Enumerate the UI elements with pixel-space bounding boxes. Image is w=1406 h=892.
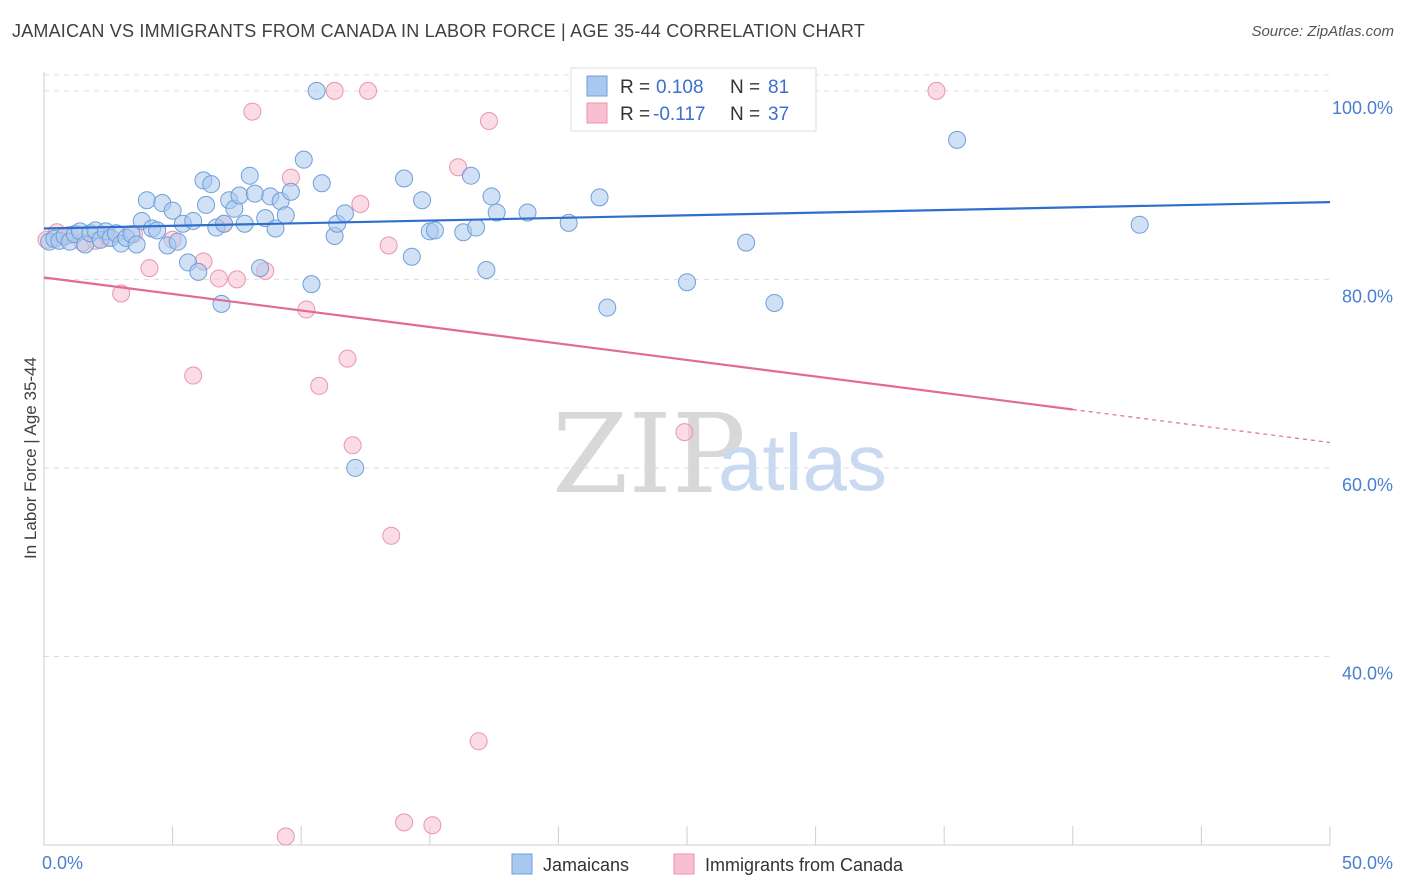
jamaican-point xyxy=(461,166,480,185)
legend-r-value-blue: 0.108 xyxy=(656,77,704,98)
canada-point xyxy=(449,158,468,177)
jamaican-point xyxy=(202,175,221,194)
canada-point xyxy=(338,349,357,368)
legend-r-label-blue: R = xyxy=(620,77,650,98)
jamaican-point xyxy=(335,204,354,223)
jamaican-point xyxy=(127,235,146,254)
bottom-legend-label-jamaicans: Jamaicans xyxy=(543,855,629,875)
canada-point xyxy=(479,112,498,131)
chart-title: JAMAICAN VS IMMIGRANTS FROM CANADA IN LA… xyxy=(12,21,865,41)
jamaican-point xyxy=(346,458,365,477)
grid-lines xyxy=(44,74,1330,657)
legend-swatch-pink xyxy=(586,102,608,124)
jamaican-point xyxy=(137,191,156,210)
jamaicans-trend-line xyxy=(43,200,1331,230)
jamaican-point xyxy=(148,221,167,240)
canada-point xyxy=(112,284,131,303)
jamaican-point xyxy=(251,259,270,278)
legend-swatch-blue xyxy=(586,75,608,97)
jamaican-point xyxy=(197,195,216,214)
jamaican-point xyxy=(281,182,300,201)
y-tick-label: 40.0% xyxy=(1342,663,1393,683)
legend-r-value-pink: -0.117 xyxy=(653,104,705,125)
watermark: ZIP atlas xyxy=(552,390,887,518)
jamaican-point xyxy=(402,247,421,266)
y-tick-label: 80.0% xyxy=(1342,286,1393,306)
jamaican-point xyxy=(189,262,208,281)
canada-point xyxy=(379,236,398,255)
jamaican-point xyxy=(467,218,486,237)
jamaican-point xyxy=(678,273,696,292)
jamaican-point xyxy=(590,188,609,207)
canada-point xyxy=(382,526,401,545)
canada-point xyxy=(310,376,329,395)
x-axis-ticks xyxy=(43,826,1331,845)
legend-r-label-pink: R = xyxy=(620,104,650,125)
y-axis-label: In Labor Force | Age 35-44 xyxy=(21,357,40,559)
watermark-zip: ZIP xyxy=(552,390,746,518)
jamaican-point xyxy=(425,221,444,240)
canada-point xyxy=(395,813,414,832)
canada-point xyxy=(423,816,442,835)
jamaican-point xyxy=(240,166,259,185)
jamaican-point xyxy=(482,187,501,206)
canada-point xyxy=(184,366,203,385)
canada-point xyxy=(227,270,246,289)
jamaican-point xyxy=(477,260,496,279)
legend-n-label-blue: N = xyxy=(730,77,760,98)
jamaican-point xyxy=(294,150,313,169)
canada-point xyxy=(359,81,378,100)
legend-n-label-pink: N = xyxy=(730,104,760,125)
jamaican-point xyxy=(230,186,249,205)
canada-trend-line xyxy=(43,276,1073,411)
jamaican-point xyxy=(765,293,784,312)
jamaican-point xyxy=(1130,215,1149,234)
y-axis-tick-labels: 40.0% 60.0% 80.0% 100.0% xyxy=(1332,98,1393,684)
legend-n-value-pink: 37 xyxy=(768,104,789,125)
canada-point xyxy=(675,423,694,442)
canada-point xyxy=(469,732,488,751)
canada-point xyxy=(276,827,295,846)
jamaican-point xyxy=(487,203,506,222)
jamaican-point xyxy=(163,201,182,220)
canada-trend-line-extension xyxy=(1072,408,1331,444)
trend-lines xyxy=(43,200,1331,444)
y-tick-label: 100.0% xyxy=(1332,98,1393,118)
canada-point xyxy=(209,269,228,288)
watermark-atlas: atlas xyxy=(718,418,887,507)
x-tick-label-max: 50.0% xyxy=(1342,853,1393,873)
jamaican-point xyxy=(307,81,326,100)
top-legend: R = 0.108 N = 81 R = -0.117 N = 37 xyxy=(570,67,817,132)
bottom-legend-swatch-canada xyxy=(673,853,695,875)
x-tick-label-min: 0.0% xyxy=(42,853,83,873)
jamaican-point xyxy=(518,203,537,222)
jamaican-point xyxy=(395,169,414,188)
jamaican-point xyxy=(245,184,264,203)
bottom-legend: Jamaicans Immigrants from Canada xyxy=(511,853,904,875)
legend-box xyxy=(570,67,817,132)
chart-source: Source: ZipAtlas.com xyxy=(1251,23,1394,40)
jamaican-point xyxy=(312,174,331,193)
canada-point xyxy=(325,81,344,100)
jamaican-point xyxy=(737,233,756,252)
jamaican-point xyxy=(168,232,187,251)
legend-n-value-blue: 81 xyxy=(768,77,789,98)
canada-point xyxy=(927,81,946,100)
jamaican-point xyxy=(948,130,967,149)
canada-point xyxy=(343,436,362,455)
bottom-legend-label-canada: Immigrants from Canada xyxy=(705,855,904,875)
jamaican-point xyxy=(212,294,231,313)
jamaican-point xyxy=(413,191,432,210)
jamaican-point xyxy=(276,206,295,225)
canada-point xyxy=(140,259,159,278)
bottom-legend-swatch-jamaicans xyxy=(511,853,533,875)
canada-point xyxy=(243,102,262,121)
jamaican-point xyxy=(598,298,617,317)
jamaicans-points xyxy=(40,81,1149,477)
y-tick-label: 60.0% xyxy=(1342,475,1393,495)
jamaican-point xyxy=(302,275,321,294)
canada-point xyxy=(351,194,370,213)
jamaican-point xyxy=(184,211,203,230)
